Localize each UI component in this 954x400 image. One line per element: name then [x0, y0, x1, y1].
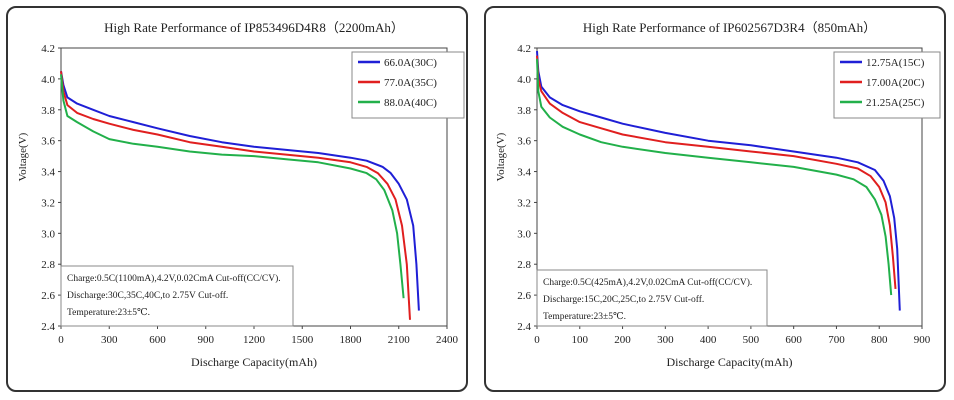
- chart-title: High Rate Performance of IP602567D3R4（85…: [583, 20, 876, 35]
- note-text: Temperature:23±5℃.: [543, 312, 626, 322]
- y-tick-label: 2.6: [517, 290, 531, 302]
- y-tick-label: 3.0: [517, 228, 531, 240]
- legend-label: 66.0A(30C): [384, 57, 437, 69]
- note-text: Charge:0.5C(1100mA),4.2V,0.02CmA Cut-off…: [67, 273, 281, 284]
- y-tick-label: 3.4: [41, 167, 55, 179]
- note-text: Discharge:30C,35C,40C,to 2.75V Cut-off.: [67, 290, 228, 301]
- series-line: [536, 55, 897, 289]
- y-tick-label: 4.0: [41, 74, 55, 86]
- x-tick-label: 1200: [243, 334, 266, 346]
- note-text: Temperature:23±5℃.: [67, 308, 150, 318]
- y-tick-label: 3.2: [517, 197, 531, 209]
- y-tick-label: 2.6: [41, 290, 55, 302]
- x-tick-label: 800: [871, 334, 888, 346]
- x-tick-label: 400: [700, 334, 717, 346]
- y-tick-label: 2.8: [517, 259, 531, 271]
- legend-label: 88.0A(40C): [384, 97, 437, 109]
- series-line: [536, 58, 893, 296]
- y-tick-label: 3.8: [517, 105, 531, 117]
- y-tick-label: 2.4: [517, 321, 531, 333]
- y-tick-label: 4.0: [517, 74, 531, 86]
- x-tick-label: 100: [572, 334, 589, 346]
- x-tick-label: 1800: [340, 334, 363, 346]
- x-tick-label: 600: [785, 334, 802, 346]
- y-tick-label: 3.8: [41, 105, 55, 117]
- legend-label: 21.25A(25C): [866, 97, 925, 109]
- y-tick-label: 3.6: [41, 136, 55, 148]
- x-tick-label: 0: [58, 334, 64, 346]
- x-tick-label: 1500: [291, 334, 314, 346]
- legend-label: 77.0A(35C): [384, 77, 437, 89]
- note-box: [60, 265, 294, 327]
- chart-panel-right: High Rate Performance of IP602567D3R4（85…: [484, 6, 946, 392]
- x-tick-label: 900: [198, 334, 215, 346]
- y-tick-label: 2.4: [41, 321, 55, 333]
- legend-label: 12.75A(15C): [866, 57, 925, 69]
- y-axis-label: Voltage(V): [17, 132, 29, 181]
- x-tick-label: 300: [101, 334, 118, 346]
- x-tick-label: 300: [657, 334, 674, 346]
- note-text: Charge:0.5C(425mA),4.2V,0.02CmA Cut-off(…: [543, 277, 752, 288]
- y-tick-label: 3.2: [41, 197, 55, 209]
- x-tick-label: 2100: [388, 334, 411, 346]
- x-axis-label: Discharge Capacity(mAh): [191, 355, 317, 369]
- x-tick-label: 700: [828, 334, 845, 346]
- y-tick-label: 3.4: [517, 167, 531, 179]
- series-line: [536, 51, 901, 311]
- chart-title: High Rate Performance of IP853496D4R8（22…: [104, 20, 404, 35]
- series-line: [60, 74, 405, 299]
- chart-panel-left: High Rate Performance of IP853496D4R8（22…: [6, 6, 468, 392]
- x-axis-label: Discharge Capacity(mAh): [666, 355, 792, 369]
- x-tick-label: 2400: [436, 334, 459, 346]
- series-line: [60, 71, 411, 320]
- y-axis-label: Voltage(V): [495, 132, 507, 181]
- y-tick-label: 4.2: [41, 43, 55, 55]
- legend-label: 17.00A(20C): [866, 77, 925, 89]
- series-line: [60, 71, 420, 311]
- x-tick-label: 0: [534, 334, 540, 346]
- x-tick-label: 600: [149, 334, 166, 346]
- x-tick-label: 900: [914, 334, 931, 346]
- x-tick-label: 500: [743, 334, 760, 346]
- y-tick-label: 4.2: [517, 43, 531, 55]
- note-box: [536, 269, 768, 327]
- y-tick-label: 3.0: [41, 228, 55, 240]
- chart-right: High Rate Performance of IP602567D3R4（85…: [495, 20, 941, 369]
- note-text: Discharge:15C,20C,25C,to 2.75V Cut-off.: [543, 294, 704, 305]
- chart-left: High Rate Performance of IP853496D4R8（22…: [17, 20, 465, 369]
- x-tick-label: 200: [614, 334, 631, 346]
- y-tick-label: 2.8: [41, 259, 55, 271]
- y-tick-label: 3.6: [517, 136, 531, 148]
